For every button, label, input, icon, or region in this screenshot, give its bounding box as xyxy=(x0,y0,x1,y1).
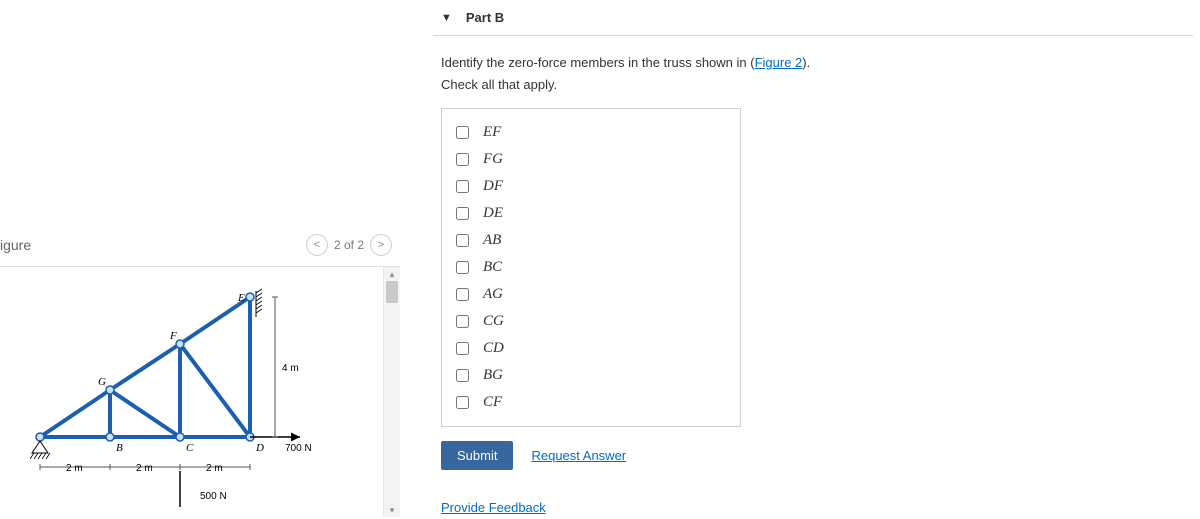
option-row[interactable]: CD xyxy=(456,335,726,362)
figure-title: igure xyxy=(0,237,31,253)
pager-next-button[interactable]: > xyxy=(370,234,392,256)
actions-row: Submit Request Answer xyxy=(433,441,1193,470)
option-row[interactable]: BC xyxy=(456,254,726,281)
collapse-caret-icon: ▼ xyxy=(441,12,452,24)
svg-text:D: D xyxy=(255,442,264,454)
pager-prev-button[interactable]: < xyxy=(306,234,328,256)
option-label: FG xyxy=(483,151,503,168)
pager-text: 2 of 2 xyxy=(334,238,364,252)
option-label: CD xyxy=(483,340,504,357)
prompt-text-post: ). xyxy=(802,55,810,70)
option-row[interactable]: CF xyxy=(456,389,726,416)
figure-panel: igure < 2 of 2 > ABCDEFG700 N500 N4 m2 m… xyxy=(0,230,400,517)
scroll-up-icon[interactable]: ▴ xyxy=(384,267,400,281)
option-row[interactable]: CG xyxy=(456,308,726,335)
truss-diagram: ABCDEFG700 N500 N4 m2 m2 m2 m xyxy=(30,287,350,507)
feedback-row: Provide Feedback xyxy=(433,470,1193,515)
option-label: CF xyxy=(483,394,502,411)
option-label: BG xyxy=(483,367,503,384)
option-label: BC xyxy=(483,259,502,276)
part-header[interactable]: ▼ Part B xyxy=(433,0,1193,36)
svg-text:2 m: 2 m xyxy=(66,463,83,474)
option-row[interactable]: AG xyxy=(456,281,726,308)
scroll-down-icon[interactable]: ▾ xyxy=(384,503,400,517)
svg-text:B: B xyxy=(116,442,123,454)
option-label: DF xyxy=(483,178,503,195)
submit-button[interactable]: Submit xyxy=(441,441,513,470)
option-label: CG xyxy=(483,313,504,330)
option-checkbox[interactable] xyxy=(456,180,469,193)
svg-text:E: E xyxy=(237,292,245,304)
svg-text:4 m: 4 m xyxy=(282,363,299,374)
option-checkbox[interactable] xyxy=(456,342,469,355)
scroll-thumb[interactable] xyxy=(386,281,398,303)
question-prompt: Identify the zero-force members in the t… xyxy=(433,36,1193,100)
question-panel: ▼ Part B Identify the zero-force members… xyxy=(433,0,1193,515)
svg-text:700 N: 700 N xyxy=(285,443,312,454)
option-checkbox[interactable] xyxy=(456,153,469,166)
figure-scrollbar[interactable]: ▴ ▾ xyxy=(383,267,400,517)
option-label: EF xyxy=(483,124,501,141)
svg-text:C: C xyxy=(186,442,194,454)
option-row[interactable]: FG xyxy=(456,146,726,173)
svg-text:F: F xyxy=(169,330,177,342)
option-row[interactable]: DE xyxy=(456,200,726,227)
figure-header: igure < 2 of 2 > xyxy=(0,230,400,267)
option-row[interactable]: AB xyxy=(456,227,726,254)
svg-text:G: G xyxy=(98,376,106,388)
option-label: DE xyxy=(483,205,503,222)
option-checkbox[interactable] xyxy=(456,288,469,301)
option-label: AG xyxy=(483,286,503,303)
request-answer-link[interactable]: Request Answer xyxy=(531,448,626,463)
figure-link[interactable]: Figure 2 xyxy=(755,55,803,70)
figure-pager: < 2 of 2 > xyxy=(306,234,392,256)
option-checkbox[interactable] xyxy=(456,126,469,139)
option-checkbox[interactable] xyxy=(456,396,469,409)
option-checkbox[interactable] xyxy=(456,261,469,274)
options-box: EF FG DF DE AB BC AG CG CD BG CF xyxy=(441,108,741,427)
option-row[interactable]: BG xyxy=(456,362,726,389)
option-row[interactable]: EF xyxy=(456,119,726,146)
figure-body: ABCDEFG700 N500 N4 m2 m2 m2 m ▴ ▾ xyxy=(0,267,400,517)
svg-text:500 N: 500 N xyxy=(200,491,227,502)
prompt-text-pre: Identify the zero-force members in the t… xyxy=(441,55,755,70)
option-row[interactable]: DF xyxy=(456,173,726,200)
svg-text:2 m: 2 m xyxy=(136,463,153,474)
option-checkbox[interactable] xyxy=(456,234,469,247)
option-checkbox[interactable] xyxy=(456,369,469,382)
option-label: AB xyxy=(483,232,501,249)
option-checkbox[interactable] xyxy=(456,315,469,328)
svg-text:2 m: 2 m xyxy=(206,463,223,474)
provide-feedback-link[interactable]: Provide Feedback xyxy=(441,500,546,515)
option-checkbox[interactable] xyxy=(456,207,469,220)
part-label: Part B xyxy=(466,10,504,25)
instruction-text: Check all that apply. xyxy=(441,77,557,92)
